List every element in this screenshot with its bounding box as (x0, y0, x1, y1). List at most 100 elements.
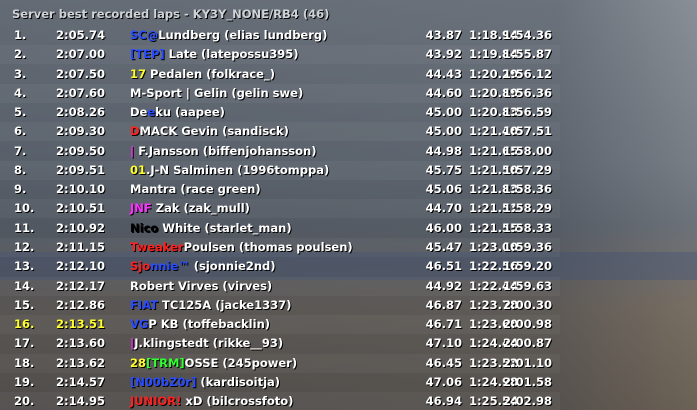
rank: 11. (14, 220, 35, 235)
driver-name: SC@Lundberg (elias lundberg) (130, 27, 327, 43)
name-part: MACK Gevin (sandisck) (139, 124, 289, 139)
split-time: 47.06 (425, 374, 462, 389)
rank: 18. (14, 355, 35, 370)
name-part: Zak (zak_mull) (151, 201, 250, 216)
split-time: 1:58.33 (503, 220, 552, 235)
name-part: White (starlet_man) (158, 220, 292, 235)
split-time: 1:21.65 (469, 143, 518, 158)
name-part: TC125A (jacke1337) (158, 297, 292, 312)
split-time: 46.71 (425, 317, 462, 332)
driver-name: Nico White (starlet_man) (130, 220, 292, 236)
rank: 6. (14, 124, 27, 139)
name-part: 28 (130, 355, 147, 370)
split-time: 45.47 (425, 239, 462, 254)
lap-time: 2:14.95 (56, 394, 105, 409)
lap-row: 6. 2:09.30 DMACK Gevin (sandisck) 45.00 1:21… (0, 122, 560, 142)
rank: 7. (14, 143, 27, 158)
rank: 17. (14, 336, 35, 351)
driver-name: 28[TRM]OSSE (245power) (130, 355, 297, 371)
driver-name: Mantra (race green) (130, 181, 261, 197)
lap-time: 2:12.17 (56, 278, 105, 293)
split-time: 43.87 (425, 28, 462, 42)
split-time: 1:59.20 (503, 259, 552, 274)
lap-time: 2:10.10 (56, 182, 105, 197)
split-time: 1:54.36 (503, 28, 552, 42)
lap-time: 2:08.26 (56, 105, 105, 120)
driver-name: DMACK Gevin (sandisck) (130, 123, 289, 139)
name-part: [TRM] (146, 355, 185, 370)
lap-row: 9. 2:10.10 Mantra (race green) 45.06 1:21.83… (0, 180, 560, 199)
driver-name: [TEP] Late (latepossu395) (130, 46, 299, 62)
split-time: 1:58.36 (503, 182, 552, 197)
name-part: J.klingstedt (rikke__93) (134, 336, 284, 351)
split-time: 45.00 (425, 105, 462, 120)
lap-time: 2:10.51 (56, 201, 105, 216)
driver-name: Deeku (aapee) (130, 104, 225, 120)
lap-row: 17. 2:13.60 |J.klingstedt (rikke__93) 47.10… (0, 334, 560, 353)
split-time: 1:59.36 (503, 239, 552, 254)
lap-time: 2:11.15 (56, 239, 105, 254)
driver-name: M-Sport | Gelin (gelin swe) (130, 85, 303, 101)
name-part: F.Jansson (biffenjohansson) (134, 143, 317, 158)
name-part: Robert Virves (virves) (130, 278, 273, 293)
split-time: 1:21.40 (469, 124, 518, 139)
rank: 4. (14, 85, 27, 100)
rank: 14. (14, 278, 35, 293)
split-time: 1:59.63 (503, 278, 552, 293)
lap-row: 14. 2:12.17 Robert Virves (virves) 44.92 1:2… (0, 276, 560, 296)
name-part: (kardisoitja) (196, 374, 281, 389)
split-time: 1:21.83 (469, 182, 518, 197)
lap-row: 2. 2:07.00 [TEP] Late (latepossu395) 43.92 1… (0, 45, 560, 65)
lap-row: 11. 2:10.92 Nico White (starlet_man) 46.00 1… (0, 219, 560, 238)
driver-name: Sjonnie™ (sjonnie2nd) (130, 258, 276, 274)
split-time: 1:20.29 (469, 66, 518, 81)
lap-time: 2:14.57 (56, 374, 105, 389)
name-part: Mantra (race green) (130, 182, 261, 197)
header-title: Server best recorded laps - KY3Y_NONE/RB… (12, 7, 330, 21)
background-band (0, 252, 697, 280)
split-time: 46.51 (425, 259, 462, 274)
lap-time: 2:09.50 (56, 143, 105, 158)
name-part: 17 (130, 66, 147, 81)
name-part: Poulsen (thomas poulsen) (183, 239, 353, 254)
driver-name: JUNIOR! xD (bilcrossfoto) (130, 393, 293, 409)
split-time: 1:19.84 (469, 47, 518, 62)
lap-row: 5. 2:08.26 Deeku (aapee) 45.00 1:20.83 1:56.5… (0, 103, 560, 122)
split-time: 1:20.89 (469, 85, 518, 100)
lap-time: 2:09.30 (56, 124, 105, 139)
name-part: e (147, 105, 156, 120)
name-part: Tweaker (130, 239, 184, 254)
split-time: 46.00 (425, 220, 462, 235)
rank: 15. (14, 297, 35, 312)
rank: 16. (14, 317, 35, 332)
split-time: 44.60 (425, 85, 462, 100)
lap-time: 2:13.60 (56, 336, 105, 351)
split-time: 1:21.51 (469, 201, 518, 216)
lap-time: 2:13.51 (56, 317, 105, 332)
name-part: P KB (toffebacklin) (148, 317, 271, 332)
split-time: 1:18.94 (469, 28, 518, 42)
lap-row: 10. 2:10.51 JNF Zak (zak_mull) 44.70 1:21.51… (0, 199, 560, 219)
rank: 1. (14, 28, 27, 42)
split-time: 46.94 (425, 394, 462, 409)
split-time: 44.70 (425, 201, 462, 216)
lap-time: 2:07.00 (56, 47, 105, 62)
lap-row: 12. 2:11.15 TweakerPoulsen (thomas poulsen… (0, 237, 560, 257)
lap-time: 2:07.60 (56, 85, 105, 100)
name-part: Sjo (130, 259, 151, 274)
split-time: 1:24.98 (469, 374, 518, 389)
lap-row: 18. 2:13.62 28[TRM]OSSE (245power) 46.45 1:2… (0, 353, 560, 373)
lap-time: 2:10.92 (56, 220, 105, 235)
split-time: 45.75 (425, 162, 462, 177)
name-part: ku (aapee) (155, 105, 225, 120)
rank: 10. (14, 201, 35, 216)
rank: 5. (14, 105, 27, 120)
split-time: 2:01.10 (503, 355, 552, 370)
split-time: 44.43 (425, 66, 462, 81)
driver-name: 17 Pedalen (folkrace_) (130, 66, 275, 82)
driver-name: FIAT TC125A (jacke1337) (130, 297, 291, 313)
name-part: FIAT (130, 297, 158, 312)
split-time: 46.45 (425, 355, 462, 370)
name-part: Late (latepossu395) (164, 47, 299, 62)
